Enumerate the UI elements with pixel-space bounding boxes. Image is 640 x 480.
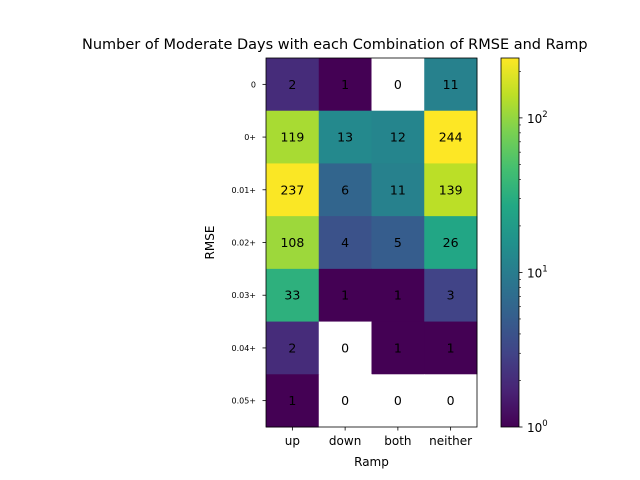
heatmap-cell [424, 374, 478, 428]
cell-value-label: 2 [288, 340, 296, 355]
cell-value-label: 2 [288, 77, 296, 92]
chart-title: Number of Moderate Days with each Combin… [82, 37, 588, 53]
heatmap-cell [371, 268, 425, 323]
x-tick-label: down [329, 434, 361, 448]
cell-value-label: 1 [394, 288, 402, 303]
heatmap-cell [424, 216, 478, 270]
heatmap-cell [266, 268, 320, 323]
y-tick-label: 0.03+ [231, 291, 256, 300]
cell-value-label: 12 [390, 130, 406, 145]
cell-value-label: 6 [341, 182, 349, 197]
x-tick-label: both [384, 434, 411, 448]
heatmap-cell [371, 110, 425, 164]
cell-value-label: 11 [443, 77, 459, 92]
heatmap-cell [266, 374, 320, 428]
heatmap-cell [424, 110, 478, 164]
cell-value-label: 1 [394, 340, 402, 355]
cell-value-label: 3 [447, 288, 455, 303]
y-axis-label: RMSE [203, 226, 217, 260]
x-axis-ticks: up down both neither [285, 427, 472, 448]
colorbar-tick-label: 100 [527, 419, 548, 435]
cell-value-label: 4 [341, 235, 349, 250]
heatmap-cell [318, 110, 372, 164]
colorbar: 100 101 102 [500, 57, 548, 435]
cell-value-label: 0 [341, 393, 349, 408]
heatmap-cell [318, 374, 372, 428]
cell-value-label: 0 [341, 340, 349, 355]
heatmap-cell [266, 321, 320, 375]
cell-value-label: 26 [443, 235, 459, 250]
cell-value-label: 0 [394, 393, 402, 408]
cell-value-label: 33 [284, 288, 300, 303]
y-tick-label: 0.01+ [231, 186, 256, 195]
y-tick-label: 0.04+ [231, 344, 256, 353]
heatmap-cell [266, 58, 320, 112]
heatmap-cell [266, 110, 320, 164]
cell-value-label: 1 [341, 288, 349, 303]
colorbar-tick-label: 102 [527, 110, 548, 126]
cell-value-label: 5 [394, 235, 402, 250]
cell-value-label: 11 [390, 182, 406, 197]
heatmap-cell [266, 216, 320, 270]
x-tick-label: up [285, 434, 300, 448]
heatmap-cell [318, 216, 372, 270]
heatmap-cell [318, 58, 372, 112]
cell-value-label: 1 [447, 340, 455, 355]
cell-value-label: 0 [447, 393, 455, 408]
heatmap-cell [318, 163, 372, 217]
cell-value-label: 13 [337, 130, 353, 145]
y-tick-label: 0+ [244, 133, 256, 142]
y-tick-label: 0 [251, 80, 256, 89]
y-tick-label: 0.02+ [231, 239, 256, 248]
heatmap-cell [424, 58, 478, 112]
heatmap-cell [424, 321, 478, 375]
cell-value-label: 119 [280, 130, 304, 145]
y-axis-ticks: 0 0+ 0.01+ 0.02+ 0.03+ 0.04+ 0.05+ [231, 80, 266, 406]
cell-value-label: 237 [280, 182, 304, 197]
cell-value-label: 0 [394, 77, 402, 92]
cell-value-label: 1 [288, 393, 296, 408]
heatmap-cell [318, 268, 372, 323]
cell-value-label: 108 [280, 235, 304, 250]
y-tick-label: 0.05+ [231, 397, 256, 406]
colorbar-tick-label: 101 [527, 264, 548, 280]
heatmap-cell [424, 268, 478, 323]
cell-value-label: 139 [439, 182, 463, 197]
plot-frame [265, 57, 478, 428]
x-axis-label: Ramp [354, 455, 389, 469]
x-tick-label: neither [429, 434, 472, 448]
cell-value-label: 244 [439, 130, 463, 145]
heatmap-cell [371, 374, 425, 428]
heatmap-cell [424, 163, 478, 217]
heatmap-cell [371, 163, 425, 217]
heatmap-cell [371, 58, 425, 112]
heatmap-cell [371, 216, 425, 270]
heatmap-cells [266, 58, 478, 428]
heatmap-cell [266, 163, 320, 217]
colorbar-gradient [500, 57, 520, 428]
heatmap-cell [371, 321, 425, 375]
heatmap-cell [318, 321, 372, 375]
cell-value-label: 1 [341, 77, 349, 92]
